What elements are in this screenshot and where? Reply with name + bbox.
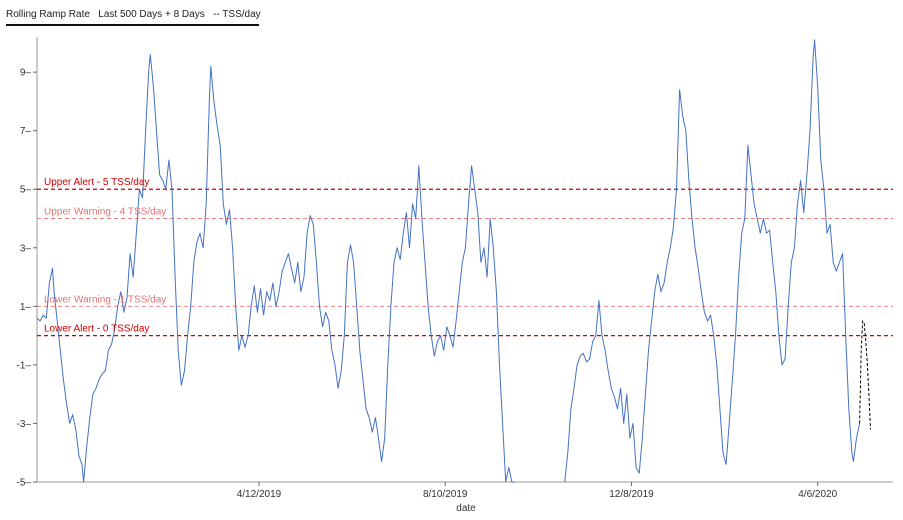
y-tick-label: 1– xyxy=(20,302,32,313)
projection-series-line xyxy=(859,320,871,430)
x-axis-label: date xyxy=(456,503,476,514)
y-tick-label: -3– xyxy=(17,419,32,430)
ramp-rate-series-line xyxy=(564,39,861,483)
title-underline xyxy=(6,24,259,26)
threshold-label: Upper Warning - 4 TSS/day xyxy=(44,207,166,218)
x-tick-label: 12/8/2019 xyxy=(609,489,654,500)
x-tick-label: 8/10/2019 xyxy=(423,489,468,500)
y-tick-label: 3– xyxy=(20,243,32,254)
y-tick-label: -1– xyxy=(17,360,32,371)
series-layer xyxy=(36,39,871,483)
threshold-lines xyxy=(37,188,893,337)
threshold-labels: Upper Alert - 5 TSS/day Upper Warning - 4… xyxy=(44,177,166,334)
x-tick-label: 4/12/2019 xyxy=(237,489,282,500)
ramp-rate-series-line xyxy=(36,54,516,483)
threshold-label: Lower Alert - 0 TSS/day xyxy=(44,324,149,335)
chart-axes: -5– -3– -1– 1– 3– 5– 7– 9– 4/12/2019 8/10/2019 12/… xyxy=(17,37,893,514)
y-tick-label: 5– xyxy=(20,185,32,196)
y-tick-label: -5– xyxy=(17,478,32,489)
y-tick-label: 9– xyxy=(20,68,32,79)
threshold-label: Upper Alert - 5 TSS/day xyxy=(44,177,149,188)
threshold-label: Lower Warning - 1 TSS/day xyxy=(44,294,166,305)
chart-title: Rolling Ramp Rate Last 500 Days + 8 Days… xyxy=(6,9,261,20)
y-tick-label: 7– xyxy=(20,126,32,137)
x-tick-label: 4/6/2020 xyxy=(798,489,837,500)
